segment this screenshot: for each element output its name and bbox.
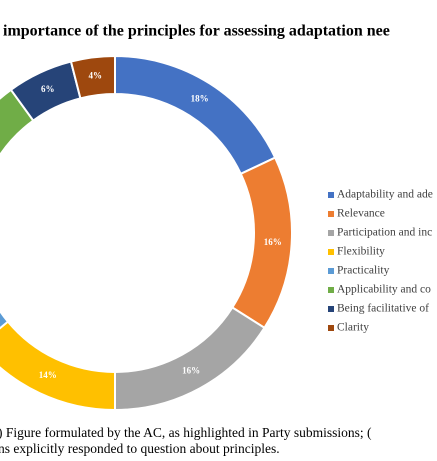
legend-label: Practicality — [337, 265, 390, 277]
legend-label: Clarity — [337, 322, 369, 334]
footnote: ns explicitly responded to question abou… — [0, 441, 280, 456]
legend-swatch — [328, 230, 334, 236]
legend-swatch — [328, 306, 334, 312]
donut-slice — [69, 54, 116, 100]
chart-title: importance of the principles for assessi… — [3, 23, 390, 40]
data-label: 16% — [182, 366, 200, 376]
legend-swatch — [328, 249, 334, 255]
data-label: 14% — [39, 370, 57, 380]
legend-label: Flexibility — [337, 246, 385, 258]
legend-label: Participation and inc — [337, 227, 432, 239]
legend-label: Applicability and co — [337, 284, 431, 296]
donut-slice — [114, 306, 266, 412]
legend-swatch — [328, 211, 334, 217]
legend-label: Relevance — [337, 208, 385, 220]
donut-slice — [230, 156, 293, 330]
donut-slice — [0, 309, 10, 330]
legend-label: Adaptability and ade — [337, 189, 433, 201]
legend-swatch — [328, 325, 334, 331]
legend-swatch — [328, 192, 334, 198]
data-label: 6% — [41, 84, 55, 94]
data-label: 4% — [88, 70, 102, 80]
legend-label: Being facilitative of — [337, 303, 429, 315]
data-label: 16% — [264, 237, 282, 247]
donut-slice — [0, 320, 116, 412]
data-label: 18% — [191, 94, 209, 104]
donut-slice — [114, 54, 277, 176]
footnote: ) Figure formulated by the AC, as highli… — [0, 425, 372, 440]
legend-swatch — [328, 287, 334, 293]
legend-swatch — [328, 268, 334, 274]
